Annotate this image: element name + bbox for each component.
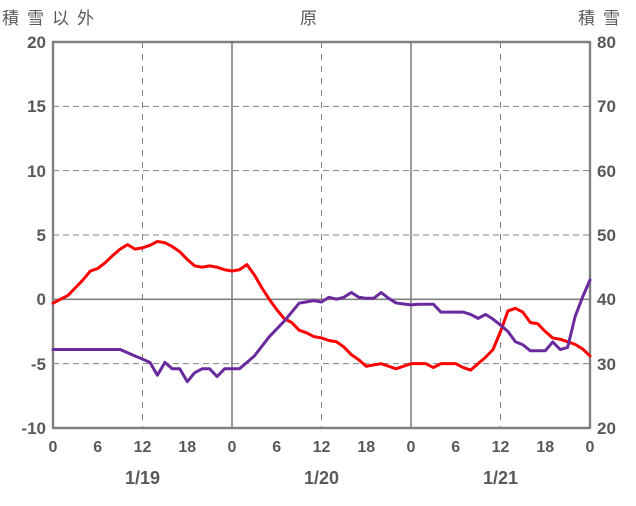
svg-text:1/19: 1/19 (125, 468, 160, 488)
svg-text:12: 12 (313, 439, 331, 456)
svg-text:6: 6 (451, 439, 460, 456)
svg-text:6: 6 (272, 439, 281, 456)
svg-text:0: 0 (37, 290, 46, 309)
svg-text:40: 40 (597, 290, 616, 309)
svg-text:0: 0 (407, 439, 416, 456)
svg-text:15: 15 (27, 97, 46, 116)
svg-text:-10: -10 (21, 419, 46, 438)
svg-text:10: 10 (27, 162, 46, 181)
svg-text:20: 20 (27, 33, 46, 52)
svg-text:0: 0 (586, 439, 595, 456)
svg-text:50: 50 (597, 226, 616, 245)
svg-text:1/21: 1/21 (483, 468, 518, 488)
svg-text:18: 18 (178, 439, 196, 456)
svg-text:18: 18 (536, 439, 554, 456)
svg-text:0: 0 (228, 439, 237, 456)
svg-text:-5: -5 (31, 355, 46, 374)
svg-text:5: 5 (37, 226, 46, 245)
svg-text:30: 30 (597, 355, 616, 374)
svg-text:12: 12 (492, 439, 510, 456)
svg-text:6: 6 (93, 439, 102, 456)
svg-text:60: 60 (597, 162, 616, 181)
svg-text:80: 80 (597, 33, 616, 52)
svg-text:20: 20 (597, 419, 616, 438)
svg-text:0: 0 (49, 439, 58, 456)
svg-text:18: 18 (357, 439, 375, 456)
svg-text:70: 70 (597, 97, 616, 116)
svg-text:12: 12 (134, 439, 152, 456)
svg-text:1/20: 1/20 (304, 468, 339, 488)
